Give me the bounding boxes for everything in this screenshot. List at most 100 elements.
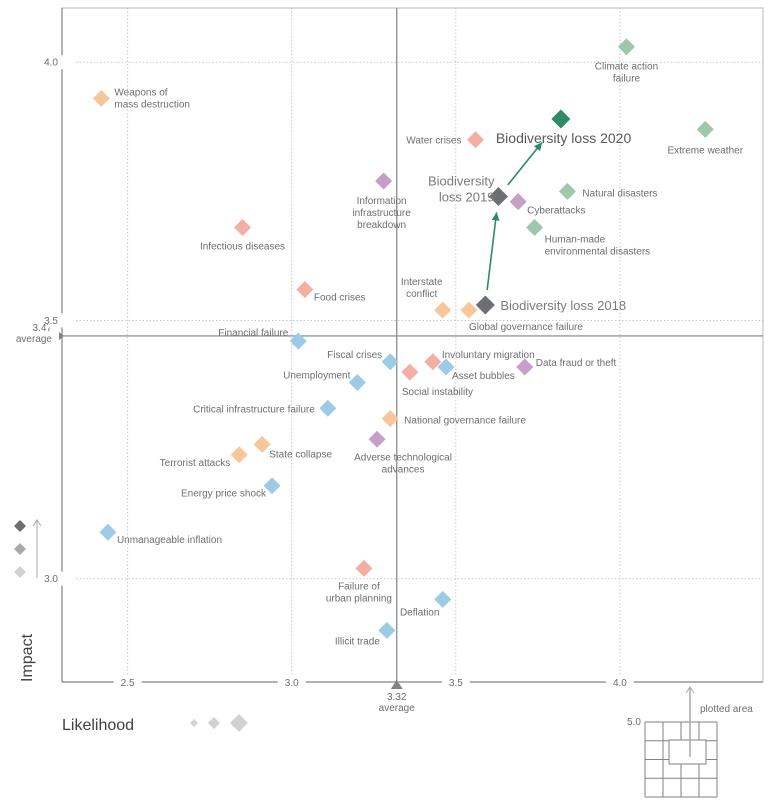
risk-point: State collapse: [253, 435, 332, 460]
risk-label: breakdown: [357, 220, 406, 231]
y-tick-label: 3.5: [44, 316, 58, 327]
risk-point: Extreme weather: [667, 120, 744, 156]
x-average-marker-icon: [390, 680, 403, 689]
risk-label: urban planning: [326, 593, 392, 604]
y-tick-bg: [48, 55, 76, 70]
risk-marker-technological: [368, 430, 386, 448]
legend-diamond-light: [14, 566, 26, 578]
risk-marker-economic: [289, 332, 307, 350]
y-axis-title: Impact: [19, 633, 36, 682]
risk-marker-societal: [467, 131, 485, 149]
risk-point: Unemployment: [283, 370, 366, 391]
trend-arrow-line: [507, 141, 543, 186]
legend-diamond-medium: [208, 717, 220, 729]
inset-arrowhead-icon: [685, 686, 695, 694]
risk-label: Climate action: [595, 62, 658, 73]
risk-label: Water crises: [406, 136, 461, 147]
risk-marker-economic: [348, 373, 366, 391]
risk-point: Fiscal crises: [327, 350, 399, 371]
x-average-value: 3.32: [387, 692, 407, 703]
legend-diamond-small: [190, 719, 198, 727]
risk-point: Cyberattacks: [509, 193, 586, 217]
risk-marker-economic: [434, 590, 452, 608]
inset-plotted-rect: [668, 739, 707, 765]
x-tick-bg: [113, 676, 142, 688]
legend-diamond-mid: [14, 543, 26, 555]
risk-marker-technological: [516, 358, 534, 376]
risk-label: Natural disasters: [582, 188, 657, 199]
risk-label: Illicit trade: [335, 636, 380, 647]
risk-point: Data fraud or theft: [516, 358, 617, 376]
trend-arrowhead-icon: [491, 212, 500, 221]
risk-point: Unmanageable inflation: [99, 523, 222, 546]
risk-point: Natural disasters: [558, 182, 657, 200]
y-tick-bg: [48, 571, 76, 586]
risk-label: Fiscal crises: [327, 350, 382, 361]
risk-marker-economic: [319, 399, 337, 417]
risk-label: Human-made: [545, 235, 606, 246]
risk-marker-highlight_past: [475, 295, 495, 315]
risk-marker-highlight_current: [551, 109, 571, 129]
x-tick-label: 2.5: [121, 678, 135, 689]
risk-point: National governance failure: [381, 410, 526, 428]
y-average-value: 3.47: [33, 323, 53, 334]
trend-arrowhead-icon: [533, 142, 543, 152]
risk-label: Data fraud or theft: [536, 358, 617, 369]
likelihood-size-legend: [190, 714, 248, 732]
risk-label: Weapons of: [114, 87, 167, 98]
risk-label: Asset bubbles: [452, 371, 515, 382]
risk-marker-highlight_past: [488, 187, 508, 207]
risk-label: environmental disasters: [545, 247, 651, 258]
risk-label: Energy price shock: [181, 489, 267, 500]
risk-marker-societal: [401, 363, 419, 381]
x-tick-label: 4.0: [613, 678, 627, 689]
gridlines: [62, 8, 763, 682]
risk-marker-geopolitical: [460, 301, 478, 319]
x-average-caption: average: [379, 703, 416, 714]
risk-label: Adverse technological: [354, 452, 452, 463]
inset-scale-label: 5.0: [627, 717, 641, 728]
impact-shade-legend: [14, 519, 42, 578]
risk-label: failure: [613, 74, 641, 85]
risk-marker-environmental: [558, 182, 576, 200]
risk-point: Illicit trade: [335, 621, 396, 647]
risk-point: Infectious diseases: [200, 219, 285, 253]
risk-marker-economic: [381, 353, 399, 371]
risk-label: National governance failure: [404, 416, 526, 427]
risk-label: Food crises: [314, 292, 366, 303]
risk-marker-geopolitical: [434, 301, 452, 319]
risk-marker-economic: [437, 358, 455, 376]
risk-point: Biodiversity loss 2018: [475, 295, 626, 315]
risk-marker-societal: [296, 280, 314, 298]
risk-label: Unemployment: [283, 370, 350, 381]
y-average-caption: average: [16, 334, 53, 345]
risk-label: Financial failure: [218, 328, 288, 339]
risk-label: Critical infrastructure failure: [193, 404, 315, 415]
x-tick-label: 3.5: [449, 678, 463, 689]
risk-marker-societal: [234, 219, 252, 237]
risk-marker-environmental: [696, 120, 714, 138]
risk-marker-societal: [355, 559, 373, 577]
x-tick-bg: [277, 676, 306, 688]
risk-point: Social instability: [401, 363, 473, 398]
plotted-area-inset: 5.0 plotted area: [627, 686, 753, 798]
risk-label: Deflation: [400, 607, 439, 618]
y-tick-bg: [48, 313, 76, 328]
risk-point: Energy price shock: [181, 477, 281, 500]
y-average-marker-icon: [59, 331, 64, 340]
risk-point: Food crises: [296, 280, 366, 303]
risk-label: Biodiversity: [428, 174, 495, 189]
y-tick-label: 4.0: [44, 58, 58, 69]
inset-caption: plotted area: [700, 704, 753, 715]
risk-marker-technological: [509, 193, 527, 211]
risk-point: Asset bubbles: [437, 358, 515, 382]
risk-label: Cyberattacks: [527, 206, 585, 217]
risk-label: State collapse: [269, 449, 332, 460]
risk-marker-geopolitical: [92, 89, 110, 107]
